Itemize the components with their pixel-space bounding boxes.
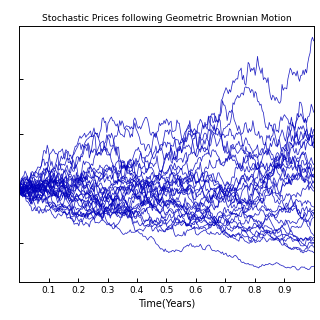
Title: Stochastic Prices following Geometric Brownian Motion: Stochastic Prices following Geometric Br… [42, 14, 291, 23]
X-axis label: Time(Years): Time(Years) [138, 298, 195, 308]
